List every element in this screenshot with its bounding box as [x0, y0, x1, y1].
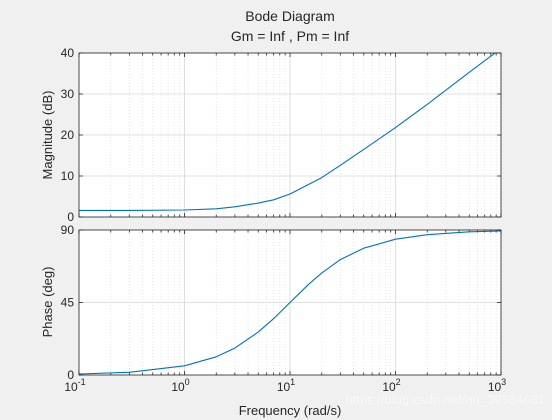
xtick-label-base: 10 [277, 380, 291, 394]
phase-ytick-label: 90 [61, 223, 75, 237]
xtick-label-base: 10 [488, 380, 502, 394]
xtick-label-exponent: 0 [185, 377, 190, 387]
magnitude-axes-frame [78, 52, 502, 218]
xtick-label: 102 [382, 377, 400, 394]
magnitude-ytick-label: 30 [61, 87, 75, 101]
xtick-label-exponent: 1 [290, 377, 295, 387]
xtick-label: 103 [488, 377, 506, 394]
xtick-label-base: 10 [171, 380, 185, 394]
phase-ytick-label: 0 [67, 368, 74, 382]
xtick-label-exponent: -1 [78, 377, 86, 387]
magnitude-ytick-label: 40 [61, 46, 75, 60]
xtick-label: 100 [171, 377, 189, 394]
watermark-text: https://blog.csdn.net/qq_39534681 [346, 392, 546, 407]
xtick-label-exponent: 2 [396, 377, 401, 387]
magnitude-ylabel: Magnitude (dB) [40, 91, 55, 180]
magnitude-ytick-label: 0 [67, 210, 74, 224]
xtick-label-base: 10 [382, 380, 396, 394]
xtick-label: 101 [277, 377, 295, 394]
chart-title: Bode Diagram [245, 8, 335, 24]
phase-series-line [79, 230, 501, 375]
xtick-label-base: 10 [64, 380, 78, 394]
phase-ytick-label: 45 [61, 296, 75, 310]
xtick-label: 10-1 [64, 377, 85, 394]
magnitude-axes: 0 10 20 30 40 [61, 46, 502, 224]
xtick-label-exponent: 3 [501, 377, 506, 387]
phase-axes-frame [78, 229, 502, 376]
phase-ylabel: Phase (deg) [40, 267, 55, 338]
magnitude-ytick-label: 10 [61, 169, 75, 183]
frequency-xlabel: Frequency (rad/s) [239, 403, 342, 418]
magnitude-series-line [79, 53, 496, 211]
chart-subtitle: Gm = Inf , Pm = Inf [231, 28, 349, 44]
magnitude-ytick-label: 20 [61, 128, 75, 142]
